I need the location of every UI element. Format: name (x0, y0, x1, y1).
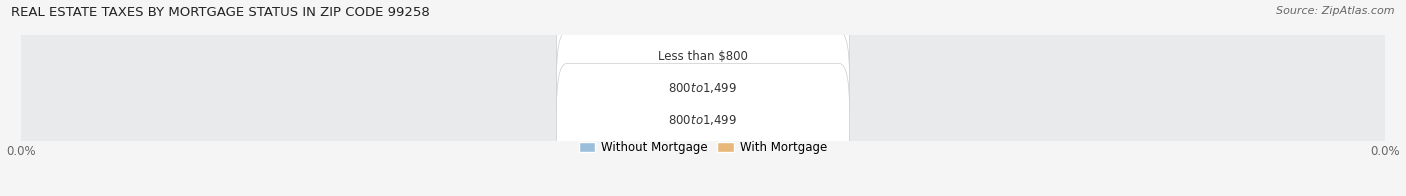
FancyBboxPatch shape (557, 0, 849, 113)
Text: 0.0%: 0.0% (728, 51, 759, 61)
FancyBboxPatch shape (690, 22, 797, 155)
Text: $800 to $1,499: $800 to $1,499 (668, 81, 738, 95)
FancyBboxPatch shape (609, 22, 716, 155)
Text: Less than $800: Less than $800 (658, 50, 748, 63)
FancyBboxPatch shape (557, 64, 849, 177)
Text: Source: ZipAtlas.com: Source: ZipAtlas.com (1277, 6, 1395, 16)
FancyBboxPatch shape (690, 54, 797, 187)
FancyBboxPatch shape (690, 0, 797, 122)
Text: 0.0%: 0.0% (647, 83, 678, 93)
Text: 0.0%: 0.0% (647, 51, 678, 61)
Text: $800 to $1,499: $800 to $1,499 (668, 113, 738, 127)
FancyBboxPatch shape (4, 0, 1402, 178)
Legend: Without Mortgage, With Mortgage: Without Mortgage, With Mortgage (579, 141, 827, 154)
Text: 0.0%: 0.0% (728, 115, 759, 125)
FancyBboxPatch shape (609, 54, 716, 187)
Text: 0.0%: 0.0% (728, 83, 759, 93)
FancyBboxPatch shape (4, 0, 1402, 146)
FancyBboxPatch shape (557, 31, 849, 145)
Text: 0.0%: 0.0% (647, 115, 678, 125)
Text: REAL ESTATE TAXES BY MORTGAGE STATUS IN ZIP CODE 99258: REAL ESTATE TAXES BY MORTGAGE STATUS IN … (11, 6, 430, 19)
FancyBboxPatch shape (4, 30, 1402, 196)
FancyBboxPatch shape (609, 0, 716, 122)
